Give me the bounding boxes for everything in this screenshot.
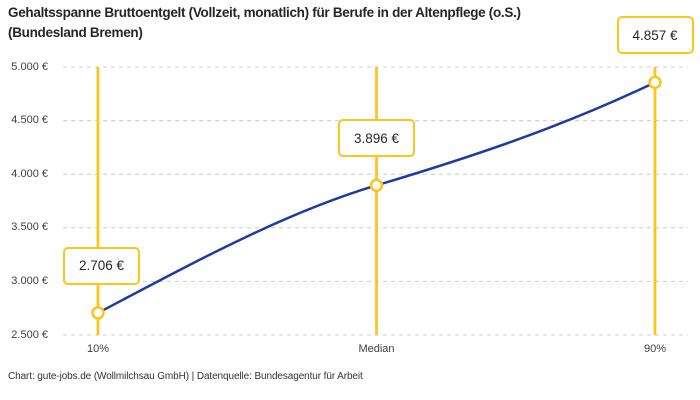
value-label-box: 2.706 € <box>63 246 140 285</box>
y-axis-tick-label: 4.500 € <box>11 114 48 127</box>
data-point-marker <box>91 306 105 320</box>
y-axis-tick-label: 2.500 € <box>11 328 48 341</box>
x-axis-tick-label: 10% <box>86 343 110 355</box>
value-label-box: 4.857 € <box>616 16 694 55</box>
chart-title-line2: (Bundesland Bremen) <box>8 25 143 40</box>
chart-title-line1: Gehaltsspanne Bruttoentgelt (Vollzeit, m… <box>8 5 521 20</box>
data-point-marker <box>648 75 662 90</box>
x-axis-tick-label: 90% <box>643 343 667 355</box>
x-axis-tick-label: Median <box>358 343 395 355</box>
chart-title: Gehaltsspanne Bruttoentgelt (Vollzeit, m… <box>8 3 668 43</box>
y-axis-tick-label: 5.000 € <box>11 60 48 73</box>
y-axis-tick-label: 3.000 € <box>11 274 48 287</box>
data-point-marker <box>369 178 384 193</box>
y-axis-tick-label: 4.000 € <box>11 167 48 180</box>
chart-attribution: Chart: gute-jobs.de (Wollmilchsau GmbH) … <box>8 371 363 382</box>
value-label-box: 3.896 € <box>338 119 415 158</box>
y-axis-tick-label: 3.500 € <box>11 221 48 234</box>
